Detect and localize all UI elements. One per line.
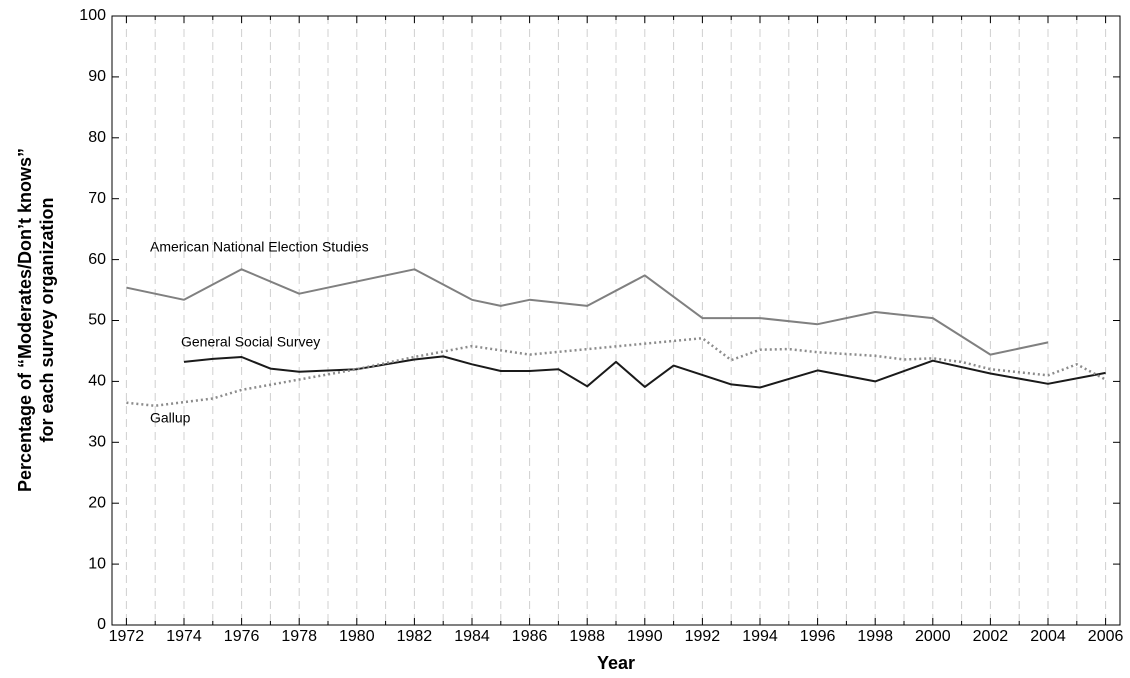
y-tick-label: 30 xyxy=(88,434,106,451)
x-tick-label: 1986 xyxy=(512,628,548,645)
series-label: American National Election Studies xyxy=(150,239,369,255)
y-tick-label: 40 xyxy=(88,373,106,390)
y-tick-label: 10 xyxy=(88,555,106,572)
x-tick-label: 2004 xyxy=(1030,628,1066,645)
x-tick-label: 1984 xyxy=(454,628,490,645)
x-tick-label: 1974 xyxy=(166,628,202,645)
y-axis-title: Percentage of “Moderates/Don’t knows” xyxy=(15,148,35,492)
x-tick-label: 1976 xyxy=(224,628,260,645)
y-tick-label: 70 xyxy=(88,190,106,207)
x-tick-label: 1996 xyxy=(800,628,836,645)
y-tick-label: 20 xyxy=(88,494,106,511)
series-line xyxy=(126,268,1049,356)
x-tick-label: 1972 xyxy=(109,628,145,645)
y-tick-label: 100 xyxy=(79,7,106,24)
x-tick-label: 2000 xyxy=(915,628,951,645)
x-tick-label: 2002 xyxy=(973,628,1009,645)
x-axis-title: Year xyxy=(597,653,635,673)
series-label: Gallup xyxy=(150,410,191,426)
x-tick-label: 1978 xyxy=(281,628,317,645)
x-tick-label: 1982 xyxy=(397,628,433,645)
x-tick-label: 1994 xyxy=(742,628,778,645)
y-axis-title: for each survey organization xyxy=(37,197,57,442)
y-tick-label: 0 xyxy=(97,616,106,633)
y-tick-label: 60 xyxy=(88,251,106,268)
y-tick-label: 50 xyxy=(88,312,106,329)
x-tick-label: 1992 xyxy=(685,628,721,645)
x-tick-label: 1980 xyxy=(339,628,375,645)
x-tick-label: 1998 xyxy=(857,628,893,645)
x-tick-label: 1990 xyxy=(627,628,663,645)
x-tick-label: 1988 xyxy=(569,628,605,645)
series-line xyxy=(183,355,1106,389)
y-tick-label: 90 xyxy=(88,68,106,85)
series-line xyxy=(126,336,1107,408)
series-label: General Social Survey xyxy=(181,334,320,350)
y-tick-label: 80 xyxy=(88,129,106,146)
x-tick-label: 2006 xyxy=(1088,628,1124,645)
